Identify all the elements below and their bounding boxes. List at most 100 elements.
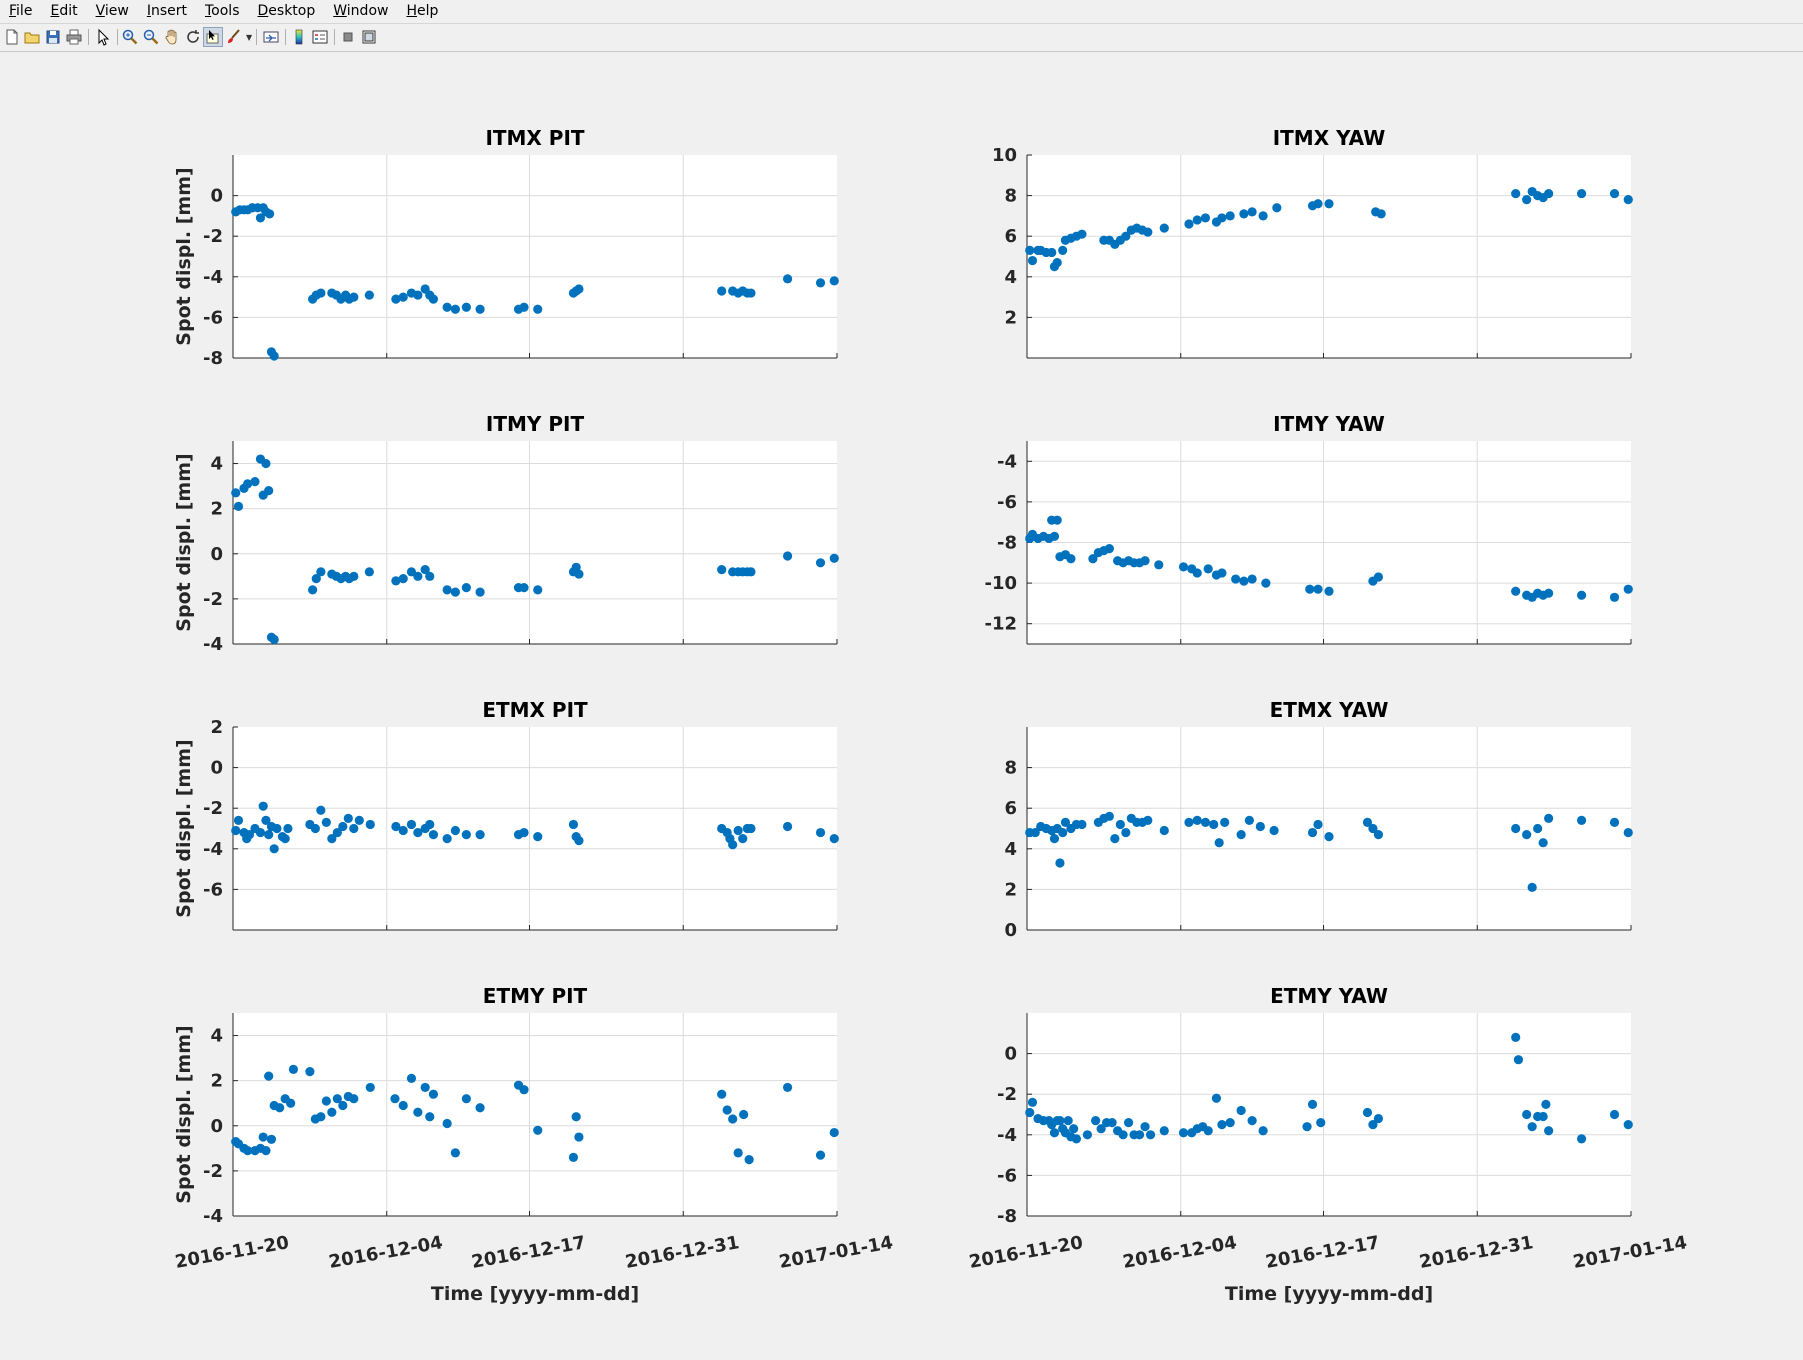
data-point [1541, 1099, 1551, 1109]
menu-insert[interactable]: Insert [146, 3, 187, 19]
data-point [305, 1067, 315, 1077]
data-point [1069, 1124, 1079, 1134]
rotate-3d-icon[interactable] [183, 27, 203, 47]
x-tick-label: 2017-01-14 [1572, 1232, 1689, 1273]
data-point [264, 1071, 274, 1081]
data-point [1214, 838, 1224, 848]
data-point [574, 569, 584, 579]
colorbar-icon[interactable] [289, 27, 309, 47]
data-point [533, 832, 543, 842]
y-tick-label: 6 [1004, 798, 1017, 819]
data-point [1522, 829, 1532, 840]
data-point [269, 351, 279, 361]
y-tick-label: 2 [1004, 307, 1017, 328]
data-point [782, 274, 793, 284]
data-point [1211, 1093, 1222, 1103]
data-point [1376, 209, 1386, 219]
data-point [1096, 1124, 1106, 1134]
data-point [1324, 199, 1334, 209]
data-point [354, 815, 364, 825]
figure-canvas: -8 -6 -4 -2 0 ITMX PIT Spot displ. [mm] 2 4 6 8 10 I… [173, 126, 1689, 1305]
data-point [746, 288, 756, 298]
data-point [1184, 817, 1194, 828]
data-point [461, 302, 471, 312]
zoom-in-icon[interactable] [120, 27, 140, 47]
data-point [728, 1114, 738, 1124]
legend-icon[interactable] [310, 27, 330, 47]
data-point [1052, 257, 1062, 268]
subplot-etmy-yaw: -8 -6 -4 -2 0 2016-11-20 2016-12-04 2016-12-17 2… [968, 984, 1689, 1305]
new-figure-icon[interactable] [2, 27, 22, 47]
edit-plot-icon[interactable] [93, 27, 113, 47]
menu-desktop[interactable]: Desktop [257, 3, 316, 19]
brush-dropdown-icon[interactable]: ▼ [246, 33, 253, 42]
data-point [450, 1148, 460, 1158]
menu-view[interactable]: View [95, 3, 129, 19]
show-plot-tools-icon[interactable] [359, 27, 379, 47]
data-point [519, 583, 529, 593]
data-point [269, 844, 279, 854]
data-point [1313, 819, 1323, 830]
y-tick-label: -4 [997, 1125, 1017, 1146]
data-point [231, 488, 241, 498]
data-point [1140, 1122, 1150, 1132]
menu-tools[interactable]: Tools [204, 3, 240, 19]
data-point [364, 567, 374, 577]
open-file-icon[interactable] [22, 27, 42, 47]
data-point [1082, 1130, 1092, 1140]
y-tick-label: -6 [997, 1165, 1017, 1186]
data-point [717, 564, 727, 575]
data-point [365, 1082, 375, 1093]
y-tick-label: 8 [1004, 758, 1017, 779]
brush-icon[interactable] [224, 27, 244, 47]
subplot-title: ITMY PIT [486, 412, 585, 436]
y-tick-label: -4 [203, 839, 223, 860]
link-plot-icon[interactable] [261, 27, 281, 47]
data-point [475, 587, 485, 597]
menu-file[interactable]: File [9, 3, 33, 19]
y-tick-label: 6 [1004, 226, 1017, 247]
zoom-out-icon[interactable] [141, 27, 161, 47]
data-point [782, 821, 793, 832]
data-point [1104, 543, 1114, 554]
data-point [1154, 560, 1164, 570]
y-tick-label: -6 [203, 879, 223, 900]
data-point [1159, 1126, 1169, 1136]
data-point [316, 805, 326, 815]
data-point [316, 1112, 326, 1122]
menu-edit[interactable]: Edit [50, 3, 78, 19]
data-point [1623, 1120, 1633, 1130]
data-point [1576, 815, 1587, 825]
data-point [782, 551, 793, 561]
data-point [1121, 231, 1131, 241]
menu-window[interactable]: Window [333, 3, 389, 19]
y-tick-label: -4 [203, 634, 223, 655]
data-point [1159, 825, 1169, 836]
data-point [1077, 819, 1087, 830]
data-point [261, 815, 271, 825]
data-cursor-icon[interactable] [203, 27, 223, 47]
data-point [1225, 211, 1235, 221]
hide-plot-tools-icon[interactable] [338, 27, 358, 47]
data-point [1513, 1055, 1524, 1065]
data-point [428, 829, 439, 840]
print-icon[interactable] [64, 27, 84, 47]
y-tick-label: -8 [997, 533, 1017, 554]
data-point [349, 292, 359, 302]
save-icon[interactable] [43, 27, 63, 47]
data-point [1533, 823, 1543, 834]
y-axis-label: Spot displ. [mm] [173, 167, 195, 345]
data-point [308, 585, 318, 595]
data-point [574, 284, 584, 294]
data-point [310, 823, 320, 834]
menu-help[interactable]: Help [406, 3, 439, 19]
data-point [406, 567, 417, 577]
data-point [1272, 203, 1282, 213]
data-point [461, 1094, 471, 1104]
data-point [425, 1112, 435, 1122]
pan-hand-icon[interactable] [162, 27, 182, 47]
data-point [1307, 1099, 1318, 1109]
y-tick-label: -2 [203, 226, 223, 247]
data-point [1058, 827, 1068, 838]
subplot-itmx-yaw: 2 4 6 8 10 ITMX YAW [992, 126, 1633, 359]
